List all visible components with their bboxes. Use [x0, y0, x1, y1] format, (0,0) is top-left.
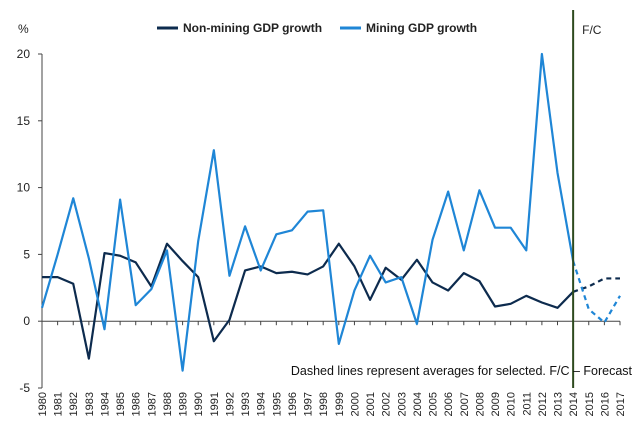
- x-tick-label: 2009: [490, 392, 502, 416]
- x-tick-label: 1987: [146, 392, 158, 416]
- x-tick-label: 2012: [537, 392, 549, 416]
- x-tick-label: 1984: [99, 392, 111, 416]
- x-tick-label: 2014: [568, 392, 580, 416]
- x-tick-label: 1981: [53, 392, 65, 416]
- x-axis: 1980 1981 1982 1983 1984 1985 1986 1987 1988 1989…: [37, 320, 627, 416]
- x-tick-label: 1988: [162, 392, 174, 416]
- x-tick-label: 1980: [37, 392, 49, 416]
- x-tick-label: 2004: [412, 392, 424, 416]
- x-tick-label: 2017: [615, 392, 627, 416]
- y-tick-label: -5: [19, 381, 30, 395]
- x-tick-label: 2003: [396, 392, 408, 416]
- y-axis: -5 0 5 10 15 20: [17, 47, 43, 395]
- x-tick-label: 1997: [303, 392, 315, 416]
- x-tick-label: 1996: [287, 392, 299, 416]
- x-tick-label: 1994: [256, 392, 268, 416]
- legend-label-mining: Mining GDP growth: [366, 21, 477, 35]
- x-tick-label: 2011: [521, 392, 533, 416]
- y-tick-label: 20: [17, 47, 31, 61]
- x-tick-label: 2007: [459, 392, 471, 416]
- legend: Non-mining GDP growth Mining GDP growth: [157, 21, 477, 35]
- footnote: Dashed lines represent averages for sele…: [291, 364, 633, 378]
- x-tick-label: 2006: [443, 392, 455, 416]
- y-tick-label: 10: [17, 181, 31, 195]
- x-tick-label: 2015: [584, 392, 596, 416]
- y-tick-label: 5: [23, 247, 30, 261]
- series-forecast-line-1: [572, 260, 621, 325]
- x-tick-label: 1983: [84, 392, 96, 416]
- x-tick-label: 2002: [381, 392, 393, 416]
- y-tick-label: 15: [17, 114, 31, 128]
- x-tick-label: 1986: [131, 392, 143, 416]
- series-layer: [40, 52, 621, 372]
- x-tick-label: 1998: [318, 392, 330, 416]
- y-tick-label: 0: [23, 314, 30, 328]
- x-tick-label: 2013: [553, 392, 565, 416]
- x-tick-label: 2010: [506, 392, 518, 416]
- y-axis-label: %: [18, 22, 29, 36]
- x-tick-label: 2000: [349, 392, 361, 416]
- x-tick-label: 2005: [428, 392, 440, 416]
- x-tick-label: 1985: [115, 392, 127, 416]
- x-tick-label: 1995: [271, 392, 283, 416]
- x-tick-label: 1982: [68, 392, 80, 416]
- legend-label-non-mining: Non-mining GDP growth: [183, 21, 322, 35]
- x-tick-label: 1989: [178, 392, 190, 416]
- x-tick-label: 1991: [209, 392, 221, 416]
- x-tick-label: 2016: [599, 392, 611, 416]
- x-tick-label: 1993: [240, 392, 252, 416]
- x-tick-label: 1992: [224, 392, 236, 416]
- forecast-label: F/C: [582, 23, 602, 37]
- x-tick-label: 2001: [365, 392, 377, 416]
- series-line-0: [42, 242, 574, 360]
- x-tick-label: 2008: [474, 392, 486, 416]
- x-tick-label: 1999: [334, 392, 346, 416]
- x-tick-label: 1990: [193, 392, 205, 416]
